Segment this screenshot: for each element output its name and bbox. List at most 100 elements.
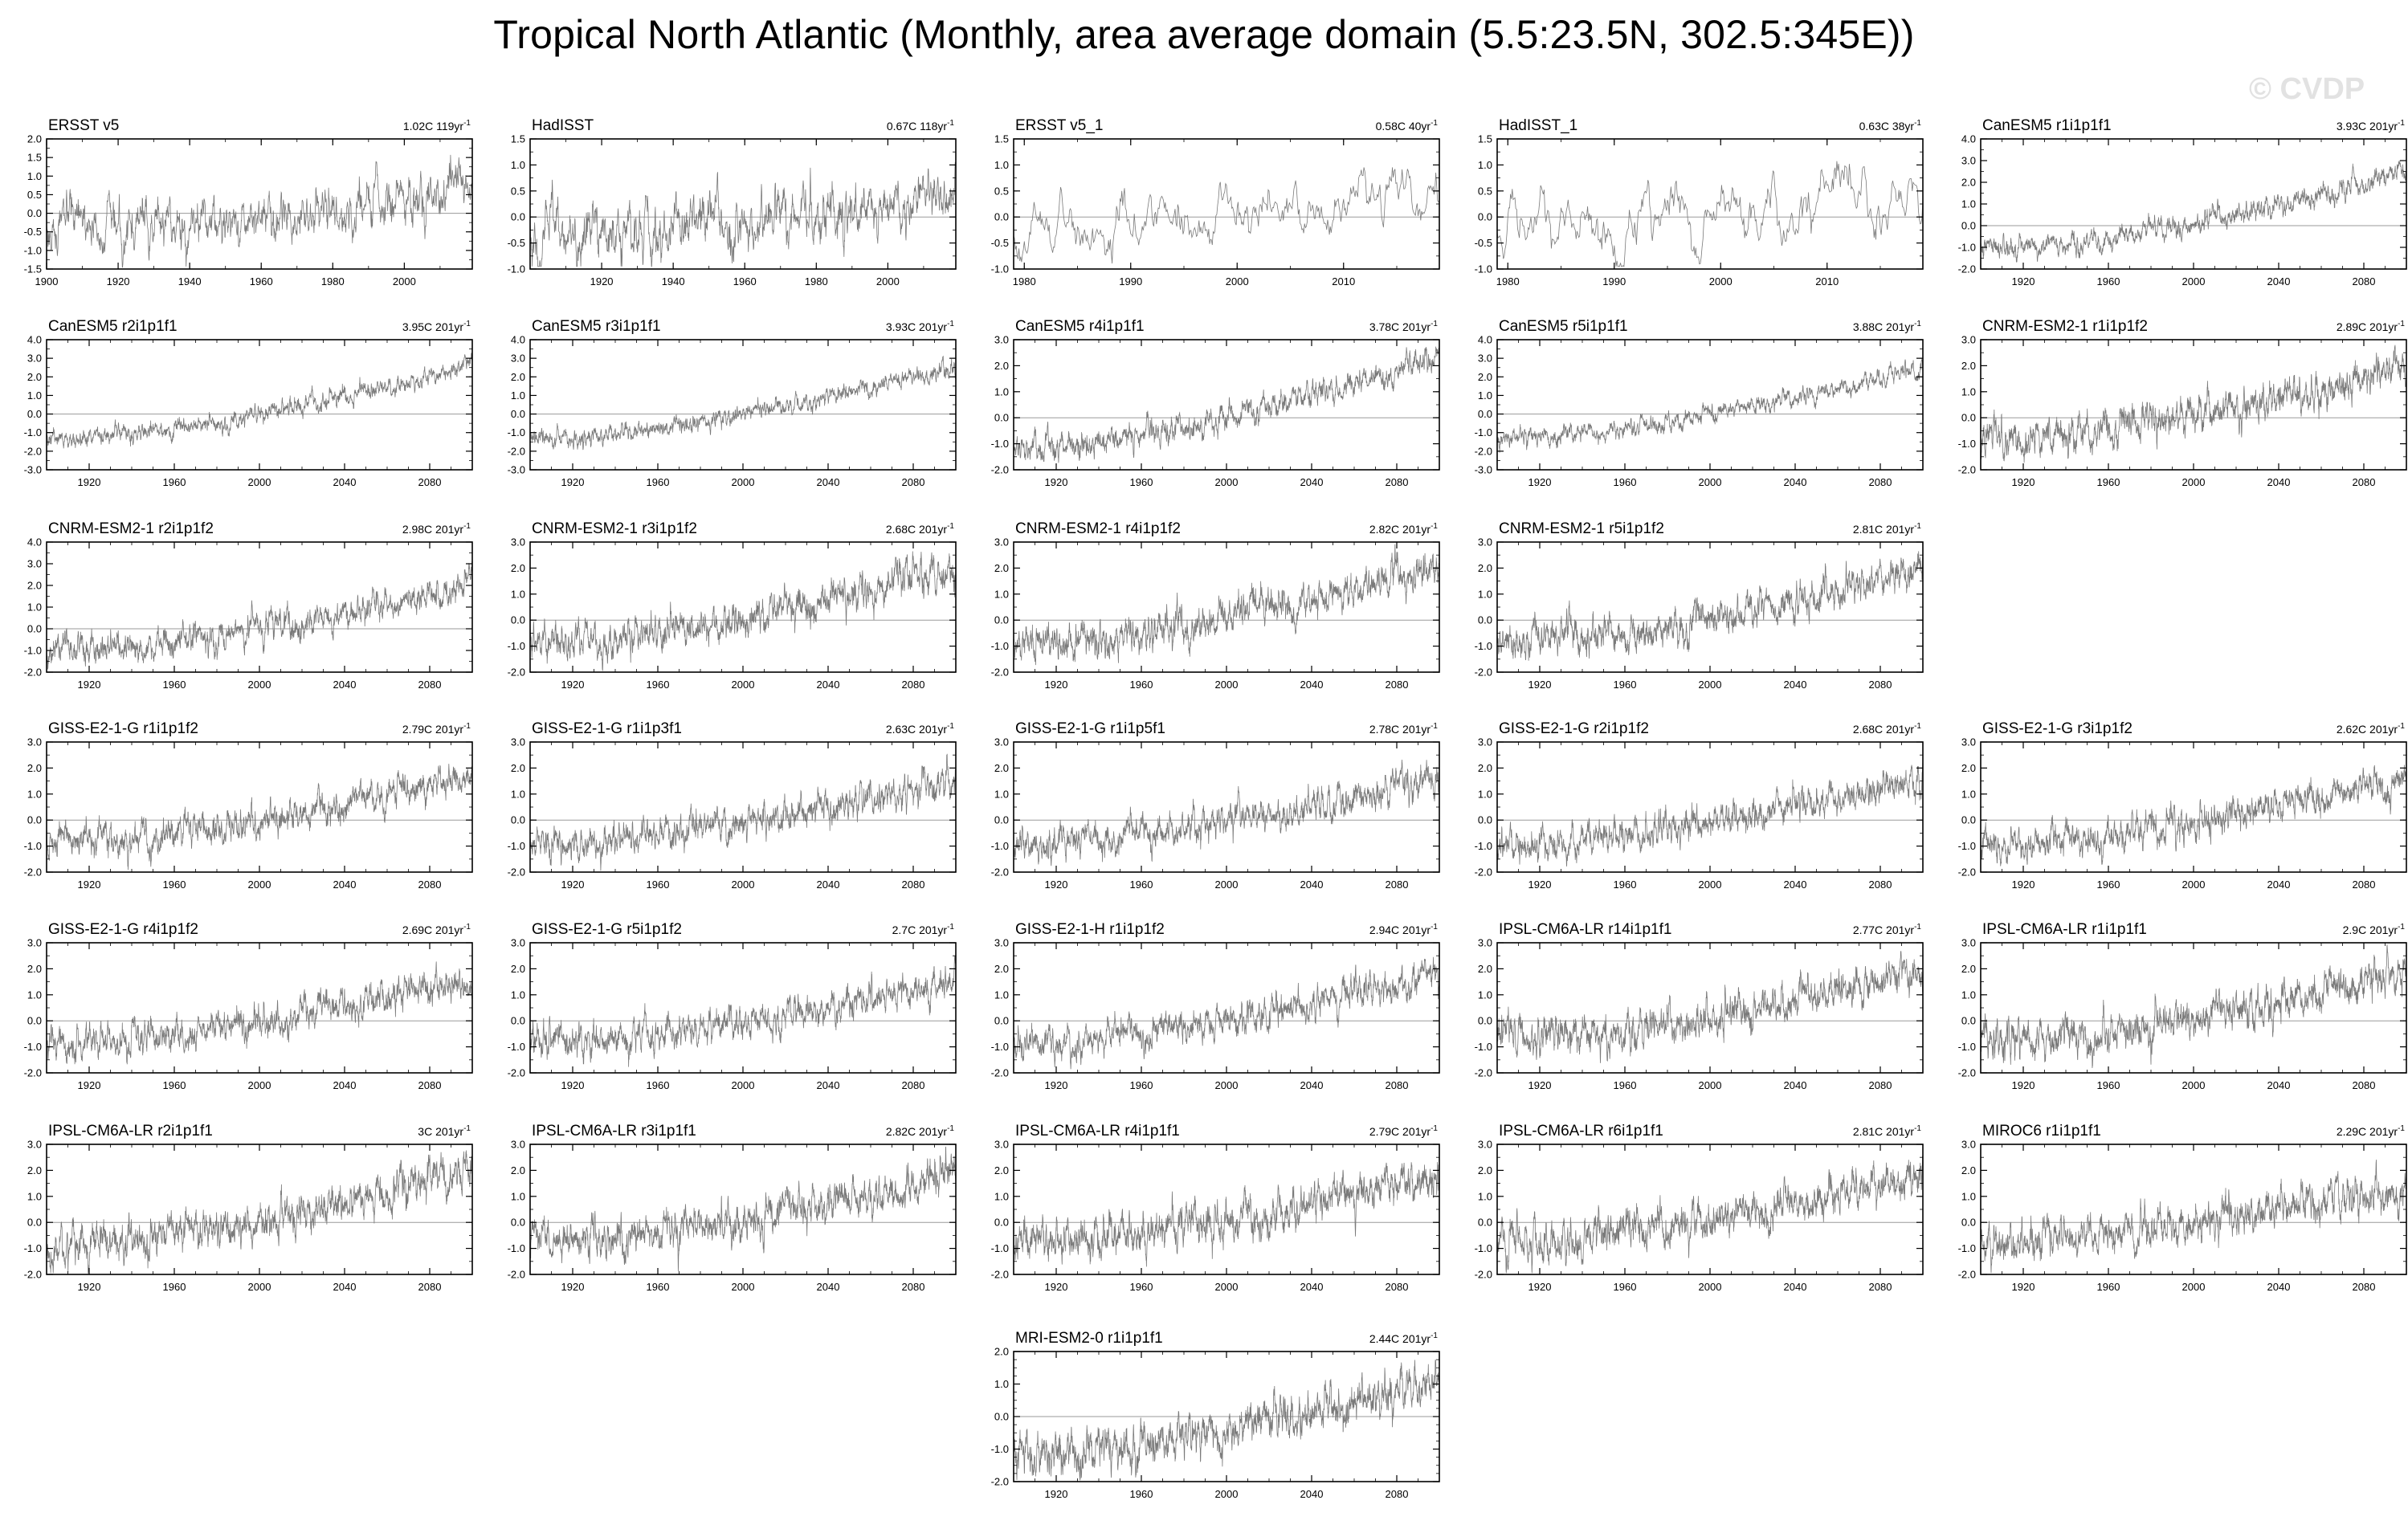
x-tick-label: 2000 bbox=[1226, 275, 1249, 287]
y-tick-label: -3.0 bbox=[1475, 464, 1492, 476]
y-tick-label: 1.5 bbox=[1478, 133, 1492, 145]
trend-label: 2.68C 201yr-1 bbox=[886, 522, 955, 536]
y-tick-label: 1.0 bbox=[1478, 1190, 1492, 1202]
x-tick-label: 2040 bbox=[1300, 476, 1324, 488]
chart-panel: CNRM-ESM2-1 r4i1p1f2 2.82C 201yr-1 3.0 2.0 1… bbox=[991, 520, 1440, 691]
panel-title: MRI-ESM2-0 r1i1p1f1 bbox=[1015, 1330, 1163, 1347]
x-tick-label: 2000 bbox=[248, 879, 271, 891]
plot-frame bbox=[529, 339, 957, 471]
x-tick-label: 1960 bbox=[250, 275, 273, 287]
y-tick-label: -1.0 bbox=[1475, 1041, 1492, 1053]
x-tick-label: 1920 bbox=[78, 476, 101, 488]
chart-panel: GISS-E2-1-G r1i1p1f2 2.79C 201yr-1 3.0 2.0 1… bbox=[24, 720, 473, 891]
panel-title: GISS-E2-1-G r1i1p5f1 bbox=[1015, 720, 1165, 737]
x-tick-label: 1920 bbox=[78, 1281, 101, 1293]
panel-title: CanESM5 r1i1p1f1 bbox=[1982, 117, 2112, 134]
trend-label: 2.89C 201yr-1 bbox=[2337, 320, 2406, 333]
chart-panel: CNRM-ESM2-1 r2i1p1f2 2.98C 201yr-1 4.0 3.0 2… bbox=[24, 520, 473, 691]
trend-label: 3.95C 201yr-1 bbox=[402, 320, 471, 333]
plot-frame bbox=[1496, 741, 1924, 873]
y-tick-label: -1.0 bbox=[1475, 426, 1492, 438]
plot-frame bbox=[1013, 541, 1440, 673]
y-tick-label: -1.0 bbox=[1475, 640, 1492, 652]
y-tick-label: 0.0 bbox=[994, 1411, 1009, 1423]
x-tick-label: 1960 bbox=[163, 1281, 186, 1293]
y-tick-label: -1.0 bbox=[991, 840, 1009, 852]
x-tick-label: 2080 bbox=[2353, 275, 2376, 287]
x-tick-label: 2040 bbox=[2267, 275, 2291, 287]
panel-title: IPSL-CM6A-LR r1i1p1f1 bbox=[1982, 921, 2147, 938]
y-tick-label: -2.0 bbox=[508, 1269, 525, 1281]
chart-panel: ERSST v5 1.02C 119yr-1 2.0 1.5 1.0 0.5 0.0 -0.5… bbox=[24, 117, 473, 287]
y-tick-label: 0.0 bbox=[1961, 220, 1976, 232]
y-tick-label: -2.0 bbox=[1958, 1067, 1976, 1079]
y-tick-label: 1.0 bbox=[994, 1378, 1009, 1390]
y-tick-label: -2.0 bbox=[991, 667, 1009, 679]
x-tick-label: 2040 bbox=[1784, 1079, 1807, 1091]
series-line bbox=[1980, 944, 2407, 1069]
series-line bbox=[46, 764, 473, 870]
x-tick-label: 2040 bbox=[1300, 1079, 1324, 1091]
plot-frame bbox=[46, 339, 473, 471]
y-tick-label: 3.0 bbox=[1478, 937, 1492, 949]
y-tick-label: 2.0 bbox=[27, 371, 42, 383]
plot-frame bbox=[1496, 138, 1924, 270]
y-tick-label: -2.0 bbox=[991, 1067, 1009, 1079]
trend-label: 2.63C 201yr-1 bbox=[886, 722, 955, 736]
trend-label: 2.68C 201yr-1 bbox=[1853, 722, 1922, 736]
x-tick-label: 2000 bbox=[248, 679, 271, 691]
x-tick-label: 1960 bbox=[1130, 1488, 1153, 1500]
y-tick-label: -2.0 bbox=[1475, 866, 1492, 879]
panel-title: CanESM5 r4i1p1f1 bbox=[1015, 318, 1145, 335]
x-tick-label: 2080 bbox=[902, 1281, 925, 1293]
trend-label: 2.9C 201yr-1 bbox=[2343, 923, 2406, 936]
x-tick-label: 1960 bbox=[1130, 1079, 1153, 1091]
y-tick-label: -1.0 bbox=[1958, 1041, 1976, 1053]
x-tick-label: 2080 bbox=[1869, 679, 1892, 691]
x-tick-label: 1990 bbox=[1119, 275, 1142, 287]
y-tick-label: -1.0 bbox=[1958, 1242, 1976, 1254]
x-tick-label: 1920 bbox=[78, 679, 101, 691]
panel-title: IPSL-CM6A-LR r4i1p1f1 bbox=[1015, 1123, 1180, 1140]
trend-label: 0.58C 40yr-1 bbox=[1376, 119, 1439, 133]
y-tick-label: 2.0 bbox=[511, 762, 525, 774]
x-tick-label: 1980 bbox=[805, 275, 828, 287]
y-tick-label: -2.0 bbox=[24, 667, 42, 679]
x-tick-label: 2080 bbox=[1386, 1079, 1409, 1091]
series-line bbox=[1980, 160, 2407, 263]
y-tick-label: -1.0 bbox=[508, 840, 525, 852]
plot-frame bbox=[1496, 339, 1924, 471]
x-tick-label: 1920 bbox=[1528, 679, 1552, 691]
x-tick-label: 1920 bbox=[2012, 275, 2035, 287]
series-line bbox=[1980, 345, 2407, 463]
y-tick-label: -2.0 bbox=[1958, 464, 1976, 476]
y-tick-label: -2.0 bbox=[1958, 1269, 1976, 1281]
y-tick-label: 0.0 bbox=[27, 1217, 42, 1229]
x-tick-label: 2000 bbox=[2182, 1281, 2206, 1293]
series-line bbox=[1980, 1160, 2407, 1274]
plot-frame bbox=[1013, 138, 1440, 270]
plot-frame bbox=[1980, 339, 2407, 471]
panel-title: IPSL-CM6A-LR r3i1p1f1 bbox=[532, 1123, 696, 1140]
x-tick-label: 2080 bbox=[1386, 879, 1409, 891]
y-tick-label: 1.0 bbox=[511, 1190, 525, 1202]
x-tick-label: 1980 bbox=[1013, 275, 1036, 287]
y-tick-label: 0.0 bbox=[1478, 814, 1492, 826]
x-tick-label: 2040 bbox=[2267, 879, 2291, 891]
y-tick-label: 0.0 bbox=[1478, 211, 1492, 223]
y-tick-label: 0.5 bbox=[27, 189, 42, 201]
x-tick-label: 1900 bbox=[35, 275, 59, 287]
y-tick-label: 0.0 bbox=[994, 1015, 1009, 1027]
trend-label: 2.79C 201yr-1 bbox=[1369, 1124, 1439, 1138]
y-tick-label: 2.0 bbox=[1961, 1164, 1976, 1176]
y-tick-label: 1.0 bbox=[994, 159, 1009, 171]
y-tick-label: 2.0 bbox=[1961, 177, 1976, 189]
y-tick-label: 0.5 bbox=[994, 185, 1009, 197]
x-tick-label: 1960 bbox=[2097, 476, 2120, 488]
x-tick-label: 2000 bbox=[732, 1079, 755, 1091]
series-line bbox=[529, 161, 957, 267]
x-tick-label: 2040 bbox=[817, 679, 840, 691]
y-tick-label: 1.0 bbox=[1961, 198, 1976, 210]
series-line bbox=[1496, 1155, 1924, 1274]
chart-panel: GISS-E2-1-G r1i1p3f1 2.63C 201yr-1 3.0 2.0 1… bbox=[508, 720, 957, 891]
